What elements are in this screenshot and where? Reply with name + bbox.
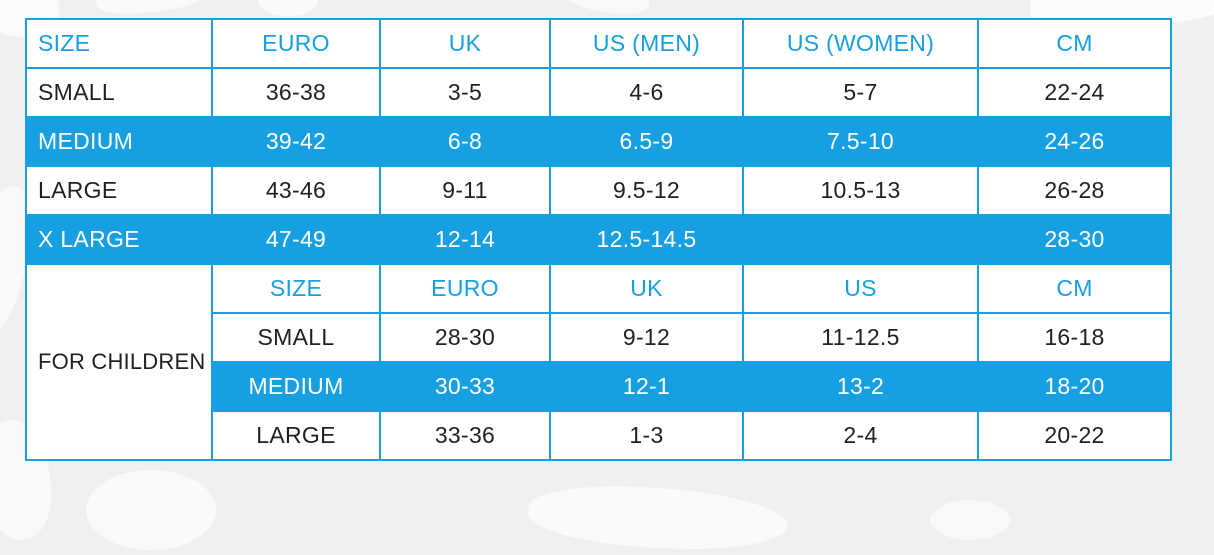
table-cell: 16-18 [977,312,1172,363]
table-cell: 3-5 [379,67,551,118]
background-decoration [930,500,1010,540]
children-column-header-cm: CM [977,263,1172,314]
column-header-cm: CM [977,18,1172,69]
table-cell: 9-12 [549,312,744,363]
adult-row-medium-highlighted: MEDIUM 39-42 6-8 6.5-9 7.5-10 24-26 [25,116,1172,167]
adult-header-row: SIZE EURO UK US (MEN) US (WOMEN) CM [25,18,1172,69]
table-cell: 6.5-9 [549,116,744,167]
children-row-small: SMALL 28-30 9-12 11-12.5 16-18 [26,312,1172,363]
children-column-header-size: SIZE [211,263,381,314]
table-cell: 9.5-12 [549,165,744,216]
children-column-header-euro: EURO [379,263,551,314]
column-header-size: SIZE [25,18,213,69]
column-header-us-men: US (MEN) [549,18,744,69]
table-cell: 24-26 [977,116,1172,167]
adult-row-large: LARGE 43-46 9-11 9.5-12 10.5-13 26-28 [25,165,1172,216]
table-cell: 11-12.5 [742,312,979,363]
background-decoration [526,481,790,555]
children-row-medium-highlighted: MEDIUM 30-33 12-1 13-2 18-20 [26,361,1172,412]
table-cell: 6-8 [379,116,551,167]
table-cell: 18-20 [977,361,1172,412]
background-decoration [258,0,318,16]
table-cell: 13-2 [742,361,979,412]
adult-row-small: SMALL 36-38 3-5 4-6 5-7 22-24 [25,67,1172,118]
row-label: X LARGE [25,214,213,265]
table-cell: 28-30 [379,312,551,363]
row-label: SMALL [211,312,381,363]
children-section-label: FOR CHILDREN [25,263,213,461]
table-cell: 5-7 [742,67,979,118]
adult-row-xlarge-highlighted: X LARGE 47-49 12-14 12.5-14.5 28-30 [25,214,1172,265]
table-cell: 22-24 [977,67,1172,118]
column-header-us-women: US (WOMEN) [742,18,979,69]
children-column-header-uk: UK [549,263,744,314]
children-column-header-us: US [742,263,979,314]
table-cell: 1-3 [549,410,744,461]
table-cell: 43-46 [211,165,381,216]
table-cell-empty [742,214,979,265]
table-cell: 4-6 [549,67,744,118]
table-cell: 7.5-10 [742,116,979,167]
table-cell: 28-30 [977,214,1172,265]
table-cell: 2-4 [742,410,979,461]
row-label: MEDIUM [25,116,213,167]
row-label: MEDIUM [211,361,381,412]
row-label: LARGE [25,165,213,216]
table-cell: 12-1 [549,361,744,412]
table-cell: 47-49 [211,214,381,265]
table-cell: 36-38 [211,67,381,118]
table-cell: 12.5-14.5 [549,214,744,265]
table-cell: 39-42 [211,116,381,167]
background-decoration [86,470,216,550]
table-cell: 9-11 [379,165,551,216]
table-cell: 26-28 [977,165,1172,216]
table-cell: 30-33 [379,361,551,412]
column-header-euro: EURO [211,18,381,69]
children-header-row: FOR CHILDREN SIZE EURO UK US CM [25,263,1172,461]
table-cell: 20-22 [977,410,1172,461]
table-cell: 33-36 [379,410,551,461]
children-row-large: LARGE 33-36 1-3 2-4 20-22 [26,410,1172,461]
background-decoration [94,0,208,18]
row-label: LARGE [211,410,381,461]
table-cell: 12-14 [379,214,551,265]
table-cell: 10.5-13 [742,165,979,216]
background-decoration [558,0,652,19]
size-conversion-table: SIZE EURO UK US (MEN) US (WOMEN) CM SMAL… [25,18,1172,461]
row-label: SMALL [25,67,213,118]
column-header-uk: UK [379,18,551,69]
